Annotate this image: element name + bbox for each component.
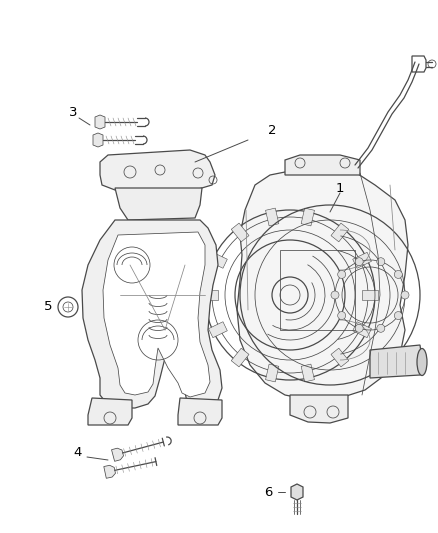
Polygon shape xyxy=(208,322,227,338)
Polygon shape xyxy=(301,208,314,226)
Circle shape xyxy=(401,291,409,299)
Polygon shape xyxy=(362,290,378,300)
Circle shape xyxy=(394,270,403,278)
Circle shape xyxy=(338,270,346,278)
Polygon shape xyxy=(231,348,249,367)
Text: 6: 6 xyxy=(264,486,272,498)
Polygon shape xyxy=(231,223,249,242)
Polygon shape xyxy=(370,345,422,378)
Polygon shape xyxy=(353,322,371,338)
Polygon shape xyxy=(353,252,371,268)
Circle shape xyxy=(377,258,385,266)
Text: 5: 5 xyxy=(44,301,52,313)
Polygon shape xyxy=(331,348,349,367)
Polygon shape xyxy=(178,398,222,425)
Text: 3: 3 xyxy=(69,106,77,118)
Circle shape xyxy=(394,312,403,320)
Polygon shape xyxy=(104,465,116,478)
Polygon shape xyxy=(265,364,279,382)
Text: 4: 4 xyxy=(74,446,82,458)
Polygon shape xyxy=(301,364,314,382)
Polygon shape xyxy=(208,252,227,268)
Circle shape xyxy=(355,324,363,332)
Polygon shape xyxy=(93,133,103,147)
Polygon shape xyxy=(331,223,349,242)
Text: 2: 2 xyxy=(268,124,276,136)
Polygon shape xyxy=(291,484,303,500)
Polygon shape xyxy=(112,448,124,462)
Ellipse shape xyxy=(417,349,427,376)
Polygon shape xyxy=(103,232,210,397)
Circle shape xyxy=(355,258,363,266)
Polygon shape xyxy=(82,220,222,410)
Polygon shape xyxy=(202,290,218,300)
Polygon shape xyxy=(100,150,215,190)
Circle shape xyxy=(331,291,339,299)
Polygon shape xyxy=(115,188,202,220)
Polygon shape xyxy=(88,398,132,425)
Polygon shape xyxy=(265,208,279,226)
Polygon shape xyxy=(95,115,105,129)
Polygon shape xyxy=(237,168,408,400)
Text: 1: 1 xyxy=(336,182,344,195)
Polygon shape xyxy=(290,395,348,423)
Polygon shape xyxy=(285,155,360,175)
Circle shape xyxy=(338,312,346,320)
Circle shape xyxy=(377,324,385,332)
